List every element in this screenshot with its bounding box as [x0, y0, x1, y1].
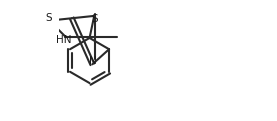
Text: N: N	[89, 56, 97, 66]
Text: S: S	[45, 13, 52, 23]
Text: S: S	[91, 14, 98, 24]
Text: HN: HN	[56, 35, 71, 45]
